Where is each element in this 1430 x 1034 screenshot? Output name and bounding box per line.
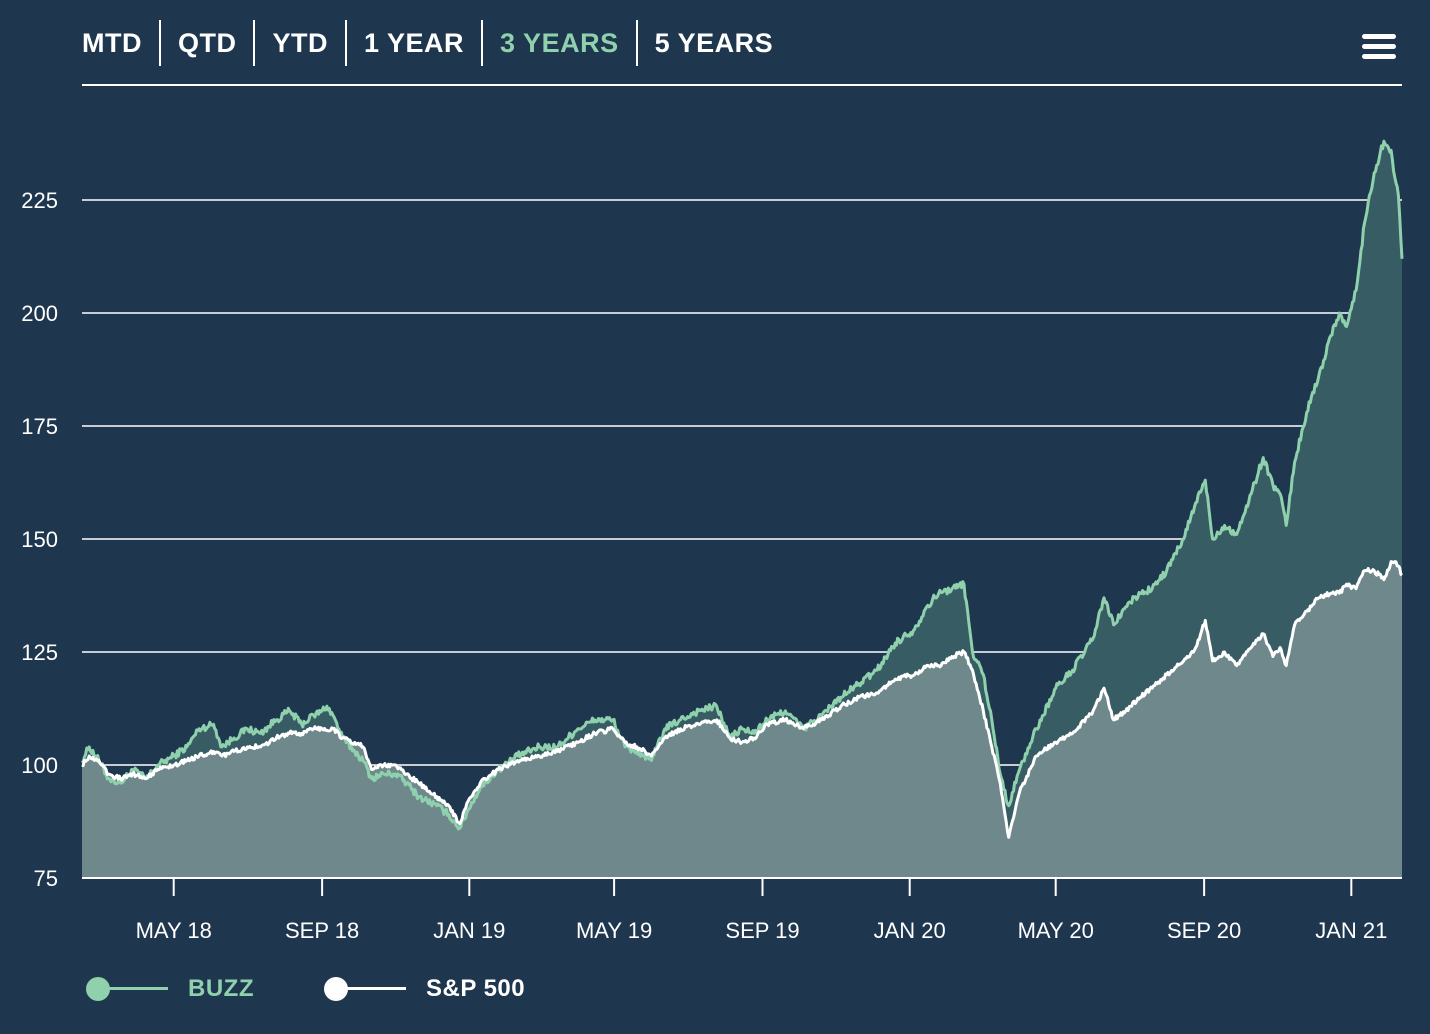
x-tick-label-5: JAN 20 xyxy=(874,918,946,943)
legend-item-buzz[interactable]: BUZZ xyxy=(86,975,254,1003)
tab-3-years[interactable]: 3 YEARS xyxy=(483,20,638,66)
legend-marker-buzz xyxy=(86,977,168,1001)
tab-ytd[interactable]: YTD xyxy=(255,20,347,66)
series-line-buzz xyxy=(80,139,1404,831)
x-tick-label-3: MAY 19 xyxy=(576,918,652,943)
area-buzz xyxy=(82,141,1402,878)
tab-mtd[interactable]: MTD xyxy=(82,20,161,66)
y-tick-label-150: 150 xyxy=(21,527,58,552)
tabs-divider xyxy=(82,84,1402,86)
x-tick-label-1: SEP 18 xyxy=(285,918,359,943)
performance-chart: 75 100 125 150 175 200 225 MAY 18 SEP 18 JAN 19 MA… xyxy=(21,139,1404,943)
legend-item-sp500[interactable]: S&P 500 xyxy=(323,975,526,1003)
x-tick-label-2: JAN 19 xyxy=(433,918,505,943)
x-tick-label-6: MAY 20 xyxy=(1018,918,1094,943)
x-tick-label-4: SEP 19 xyxy=(725,918,799,943)
tab-qtd[interactable]: QTD xyxy=(161,20,256,66)
x-tick-label-0: MAY 18 xyxy=(136,918,212,943)
hamburger-menu-icon[interactable] xyxy=(1362,34,1398,64)
y-tick-label-125: 125 xyxy=(21,640,58,665)
legend-marker-sp500 xyxy=(323,977,406,1001)
legend-label-buzz: BUZZ xyxy=(188,975,254,1002)
x-tick-label-7: SEP 20 xyxy=(1167,918,1241,943)
area-fills xyxy=(82,141,1402,878)
tab-1-year[interactable]: 1 YEAR xyxy=(347,20,484,66)
area-sp500 xyxy=(82,561,1402,878)
axes: 75 100 125 150 175 200 225 MAY 18 SEP 18 JAN 19 MA… xyxy=(21,188,1402,943)
chart-legend: BUZZ S&P 500 xyxy=(86,966,595,1012)
y-tick-label-175: 175 xyxy=(21,414,58,439)
y-tick-label-200: 200 xyxy=(21,301,58,326)
y-tick-label-100: 100 xyxy=(21,753,58,778)
legend-label-sp500: S&P 500 xyxy=(425,975,526,1002)
x-tick-label-8: JAN 21 xyxy=(1315,918,1387,943)
period-tabs: MTD QTD YTD 1 YEAR 3 YEARS 5 YEARS xyxy=(82,20,790,66)
y-tick-label-75: 75 xyxy=(34,866,58,891)
y-tick-label-225: 225 xyxy=(21,188,58,213)
tab-5-years[interactable]: 5 YEARS xyxy=(654,28,774,58)
series-line-sp500 xyxy=(81,560,1403,839)
series-lines xyxy=(80,139,1404,839)
